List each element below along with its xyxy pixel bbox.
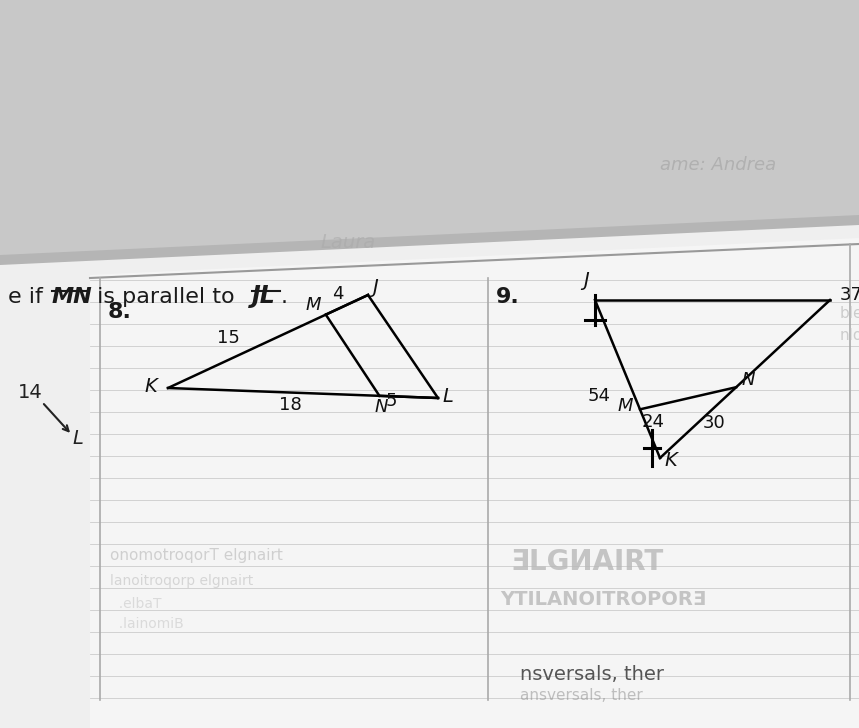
Text: JL: JL [252,284,276,308]
Text: 5: 5 [386,392,397,410]
Text: 14: 14 [18,383,43,402]
Text: K: K [664,451,677,470]
Text: MN: MN [52,287,93,307]
Text: YTILANOITROPORƎ: YTILANOITROPORƎ [500,590,706,609]
Text: .elbaT: .elbaT [110,597,161,611]
Text: ble: ble [840,306,859,321]
Text: N: N [741,371,755,389]
Text: K: K [144,377,156,396]
Text: 18: 18 [278,396,302,414]
Text: L: L [72,429,82,448]
Text: 8.: 8. [108,302,132,322]
Text: M: M [306,296,321,314]
Text: N: N [375,397,388,416]
Text: nlo: nlo [840,328,859,343]
Text: nsversals, ther: nsversals, ther [520,665,664,684]
Text: J: J [372,278,378,297]
Text: L: L [442,387,453,406]
Text: ansversals, ther: ansversals, ther [520,688,643,703]
Text: e if: e if [8,287,50,307]
Text: ƎLGИAIRT: ƎLGИAIRT [510,548,663,576]
Text: J: J [583,271,588,290]
Text: .: . [281,287,288,307]
Text: 9.: 9. [496,287,520,307]
Text: .lainomiB: .lainomiB [110,617,184,631]
Polygon shape [0,225,859,728]
Text: ame: Andrea: ame: Andrea [660,156,777,174]
Text: 4: 4 [332,285,344,303]
Text: is parallel to: is parallel to [90,287,241,307]
Text: 54: 54 [588,387,611,405]
Text: M: M [618,397,633,416]
Text: lanoitroqorp elgnairt: lanoitroqorp elgnairt [110,574,253,588]
Text: 30: 30 [703,414,726,432]
Text: onomotroqorT elgnairt: onomotroqorT elgnairt [110,548,283,563]
Text: 15: 15 [217,329,240,347]
Text: Laura: Laura [320,233,375,252]
Polygon shape [0,0,859,270]
Polygon shape [0,215,859,270]
Text: 37: 37 [840,286,859,304]
Polygon shape [90,238,859,728]
Text: 24: 24 [642,414,665,431]
